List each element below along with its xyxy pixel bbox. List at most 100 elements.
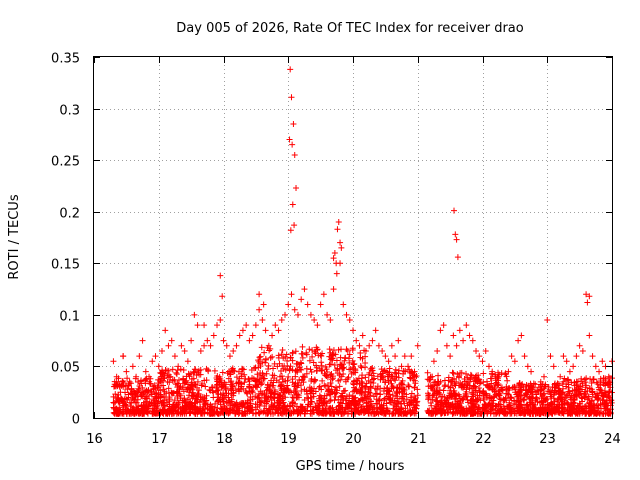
data-point: [560, 385, 567, 392]
data-point: [201, 342, 208, 349]
data-point: [411, 397, 418, 404]
data-point: [168, 337, 175, 344]
data-point: [124, 407, 131, 414]
data-point: [350, 327, 356, 334]
data-point: [517, 392, 524, 399]
data-point: [432, 405, 439, 412]
data-point: [601, 405, 608, 412]
data-point: [264, 410, 271, 417]
data-point: [450, 370, 457, 377]
data-point: [504, 377, 511, 384]
data-point: [331, 249, 338, 256]
data-point: [271, 372, 278, 379]
data-point: [154, 384, 161, 391]
y-tick-label: 0.1: [59, 310, 80, 325]
data-point: [495, 380, 502, 387]
data-point: [120, 402, 127, 409]
data-point: [119, 406, 126, 413]
data-point: [580, 408, 587, 415]
data-point: [374, 408, 381, 415]
data-point: [199, 380, 206, 387]
data-point: [366, 406, 373, 413]
data-point: [595, 409, 602, 416]
data-point: [428, 409, 435, 416]
data-point: [521, 353, 528, 360]
data-point: [238, 373, 245, 380]
grid-lines: [94, 57, 612, 418]
data-point: [484, 384, 491, 391]
data-point: [466, 332, 473, 339]
data-point: [395, 337, 402, 344]
data-point: [241, 410, 248, 417]
data-point: [432, 379, 439, 386]
data-point: [579, 347, 586, 354]
data-point: [187, 386, 194, 393]
data-point: [574, 378, 581, 385]
data-point: [592, 363, 599, 370]
data-point: [408, 353, 415, 360]
data-point: [191, 311, 198, 318]
data-point: [244, 399, 251, 406]
data-point: [566, 408, 573, 415]
data-point: [187, 370, 194, 377]
x-tick-label: 22: [475, 432, 492, 447]
data-point: [367, 392, 374, 399]
data-point: [331, 362, 338, 369]
data-point: [164, 399, 171, 406]
data-point: [329, 373, 336, 380]
data-point: [472, 387, 479, 394]
data-point: [391, 369, 398, 376]
data-point: [228, 381, 235, 388]
data-point: [498, 396, 505, 403]
data-point: [564, 377, 571, 384]
data-point: [362, 353, 369, 360]
data-point: [499, 387, 506, 394]
data-point: [582, 379, 589, 386]
data-point: [339, 365, 346, 372]
data-point: [290, 406, 297, 413]
data-point: [500, 403, 507, 410]
data-point: [320, 291, 327, 298]
data-point: [563, 392, 570, 399]
y-tick-label: 0.25: [51, 155, 80, 170]
data-point: [343, 311, 350, 318]
data-point: [256, 306, 263, 313]
data-point: [332, 367, 339, 374]
data-point: [397, 410, 404, 417]
data-point: [452, 410, 459, 417]
data-point: [215, 386, 222, 393]
data-point: [389, 392, 396, 399]
data-point: [359, 407, 366, 414]
data-point: [600, 392, 607, 399]
data-point: [426, 392, 433, 399]
data-point: [539, 393, 546, 400]
data-point: [369, 337, 376, 344]
data-point: [312, 377, 319, 384]
data-point: [353, 337, 360, 344]
data-point: [262, 359, 269, 366]
data-point: [400, 386, 407, 393]
data-point: [550, 407, 557, 414]
data-point: [392, 353, 399, 360]
data-point: [533, 396, 540, 403]
data-point: [320, 400, 327, 407]
data-point: [119, 378, 126, 385]
data-point: [540, 391, 547, 398]
data-point: [268, 389, 275, 396]
data-point: [274, 363, 281, 370]
data-point: [111, 400, 118, 407]
data-point: [158, 347, 165, 354]
data-point: [453, 392, 460, 399]
x-tick-label: 18: [216, 432, 233, 447]
data-point: [326, 386, 333, 393]
data-point: [224, 370, 231, 377]
data-point: [204, 366, 211, 373]
x-tick-label: 24: [604, 432, 621, 447]
y-tick-label: 0.05: [51, 361, 80, 376]
data-point: [600, 410, 607, 417]
data-point: [282, 387, 289, 394]
data-point: [182, 407, 189, 414]
data-point: [330, 351, 337, 358]
data-point: [303, 390, 310, 397]
data-point: [166, 403, 173, 410]
